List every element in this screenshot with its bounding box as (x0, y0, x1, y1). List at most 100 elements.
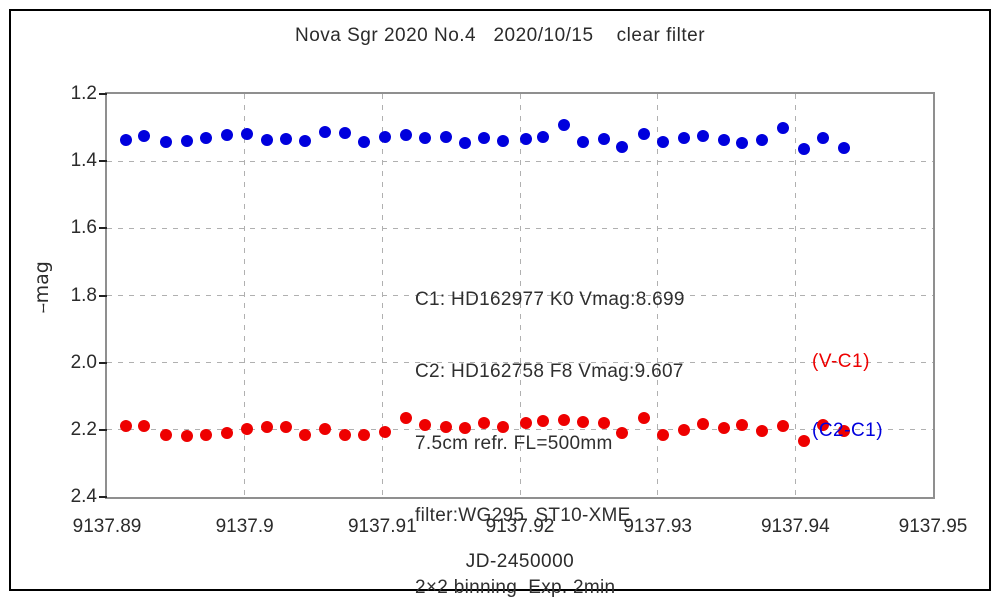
data-point (717, 421, 730, 434)
data-point (519, 132, 532, 145)
y-tick-label: 1.2 (70, 83, 97, 104)
y-tick-label: 1.8 (70, 284, 97, 306)
data-point (279, 421, 292, 434)
data-point (200, 131, 213, 144)
data-point (138, 420, 151, 433)
data-point (717, 134, 730, 147)
data-point (138, 129, 151, 142)
data-point (637, 128, 650, 141)
legend: (V-C1) (C2-C1) (812, 304, 883, 488)
data-point (478, 416, 491, 429)
data-point (160, 135, 173, 148)
data-point (697, 129, 710, 142)
data-point (537, 414, 550, 427)
data-point (519, 417, 532, 430)
data-point (637, 412, 650, 425)
data-point (558, 118, 571, 131)
data-point (339, 126, 352, 139)
data-point (339, 428, 352, 441)
y-gridline (107, 362, 933, 364)
data-point (558, 414, 571, 427)
data-point (299, 429, 312, 442)
data-point (677, 424, 690, 437)
y-tick-label: 1.4 (70, 150, 97, 172)
data-point (299, 134, 312, 147)
note-filter-camera: filter:WG295 ST10-XME (415, 505, 631, 526)
y-tick-mark (99, 428, 107, 431)
x-tick-label: 9137.95 (898, 516, 968, 537)
data-point (776, 420, 789, 433)
data-point (180, 134, 193, 147)
data-point (458, 422, 471, 435)
data-point (439, 131, 452, 144)
data-point (497, 135, 510, 148)
data-point (260, 133, 273, 146)
data-point (120, 420, 133, 433)
window-border (9, 9, 991, 591)
data-point (497, 420, 510, 433)
y-gridline (107, 429, 933, 431)
chart-title: Nova Sgr 2020 No.4 2020/10/15 clear filt… (294, 25, 706, 46)
note-comparison-star-2: C2: HD162758 F8 Vmag:9.607 (415, 361, 684, 382)
x-tick-label: 9137.93 (623, 516, 692, 537)
y-tick-mark (99, 227, 107, 230)
legend-entry-v-c1: (V-C1) (812, 351, 870, 372)
data-point (160, 429, 173, 442)
y-tick-label: 2.4 (70, 486, 97, 507)
data-point (399, 412, 412, 425)
y-tick-label: 2.2 (70, 418, 97, 440)
data-point (220, 426, 233, 439)
data-point (399, 129, 412, 142)
data-point (318, 125, 331, 138)
data-point (797, 142, 810, 155)
data-point (379, 130, 392, 143)
y-tick-mark (99, 93, 107, 95)
data-point (597, 417, 610, 430)
data-point (837, 142, 850, 155)
x-tick-label: 9137.91 (347, 516, 417, 537)
data-point (458, 137, 471, 150)
x-axis-title: JD-2450000 (465, 551, 575, 572)
data-point (816, 131, 829, 144)
data-point (419, 419, 431, 432)
data-point (260, 421, 273, 434)
data-point (837, 425, 850, 438)
y-gridline (107, 227, 933, 229)
data-point (358, 428, 371, 441)
legend-entry-c2-c1: (C2-C1) (812, 420, 884, 441)
data-point (615, 426, 628, 439)
data-point (537, 130, 550, 143)
data-point (358, 135, 371, 148)
data-point (735, 419, 748, 432)
data-point (120, 133, 133, 146)
x-tick-label: 9137.89 (72, 516, 142, 537)
plot-area (105, 92, 935, 499)
data-point (419, 131, 431, 144)
data-point (577, 415, 590, 428)
note-comparison-star-1: C1: HD162977 K0 Vmag:8.699 (415, 289, 685, 310)
data-point (756, 134, 769, 147)
data-point (776, 121, 789, 134)
data-point (200, 429, 213, 442)
data-point (677, 131, 690, 144)
data-point (597, 132, 610, 145)
y-tick-mark (99, 496, 107, 498)
data-point (379, 425, 392, 438)
data-point (241, 423, 254, 436)
y-tick-mark (99, 294, 107, 297)
data-point (657, 429, 670, 442)
y-gridline (107, 295, 933, 296)
data-point (241, 127, 254, 140)
y-gridline (107, 160, 933, 162)
y-tick-mark (99, 361, 107, 364)
data-point (478, 131, 491, 144)
data-point (756, 425, 769, 438)
data-point (657, 136, 670, 149)
x-tick-label: 9137.92 (485, 516, 555, 537)
x-tick-label: 9137.9 (215, 516, 274, 537)
data-point (439, 420, 452, 433)
data-point (816, 419, 829, 432)
y-tick-mark (99, 160, 107, 163)
note-telescope: 7.5cm refr. FL=500mm (415, 433, 613, 454)
